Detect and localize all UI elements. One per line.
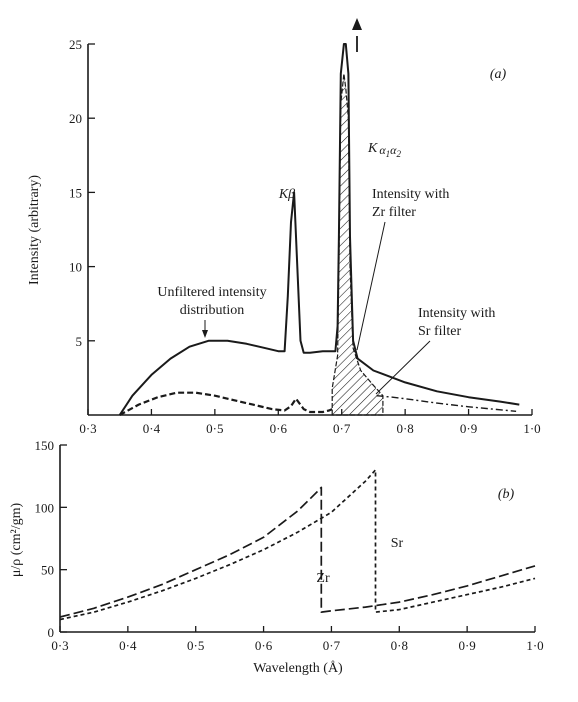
panel-b-x-tick-label: 0·5 xyxy=(187,638,204,653)
panel-b-x-tick-label: 0·4 xyxy=(119,638,137,653)
panel-b-x-tick-label: 1·0 xyxy=(526,638,543,653)
panel-a-y-tick-label: 20 xyxy=(69,111,82,126)
panel-a-x-tick-label: 0·4 xyxy=(143,421,161,436)
panel-b-x-tick-label: 0·8 xyxy=(391,638,408,653)
panel-a-label: (a) xyxy=(490,67,507,82)
panel-b-y-tick-label: 50 xyxy=(41,563,54,578)
panel-b-x-axis-title: Wavelength (Å) xyxy=(253,660,343,676)
panel-a-series-dash-dot-line xyxy=(376,395,517,412)
panel-a: 0·3 0·4 0·5 0·6 0·7 0·8 0·9 1·0 5 10 15 20 25 Inten… xyxy=(27,18,541,436)
panel-b-y-tick-label: 0 xyxy=(48,625,55,640)
panel-a-x-tick-label: 0·3 xyxy=(79,421,96,436)
panel-b-x-tick-label: 0·3 xyxy=(51,638,68,653)
panel-b: 0·3 0·4 0·5 0·6 0·7 0·8 0·9 1·0 0 50 100 150 μ/ρ (… xyxy=(9,438,544,676)
panel-a-y-tick-label: 15 xyxy=(69,185,82,200)
panel-b-series-sr-line xyxy=(59,469,536,621)
panel-a-y-axis-title: Intensity (arbitrary) xyxy=(27,175,42,285)
zr-filter-label-line-1: Intensity with xyxy=(372,187,449,202)
kbeta-label: Kβ xyxy=(278,187,295,202)
panel-a-x-ticks: 0·3 0·4 0·5 0·6 0·7 0·8 0·9 1·0 xyxy=(79,409,541,436)
panel-a-series-solid-line xyxy=(118,43,520,416)
unfiltered-label-line-1: Unfiltered intensity xyxy=(157,285,266,300)
unfiltered-label-line-2: distribution xyxy=(180,303,245,318)
panel-a-axes xyxy=(87,44,532,416)
panel-b-y-ticks: 0 50 100 150 xyxy=(35,438,67,640)
unfiltered-annotation: Unfiltered intensity distribution xyxy=(157,285,267,338)
up-arrow-icon xyxy=(352,18,362,52)
panel-a-y-tick-label: 5 xyxy=(76,334,83,349)
zr-filter-annotation: Intensity with Zr filter xyxy=(356,187,449,351)
panel-a-x-tick-label: 0·9 xyxy=(460,421,477,436)
panel-a-x-tick-label: 0·6 xyxy=(270,421,288,436)
panel-b-x-ticks: 0·3 0·4 0·5 0·6 0·7 0·8 0·9 1·0 xyxy=(51,626,544,653)
zr-filter-label-line-2: Zr filter xyxy=(372,205,416,220)
sr-filter-label-line-2: Sr filter xyxy=(418,324,461,339)
panel-a-x-tick-label: 0·7 xyxy=(333,421,351,436)
sr-filter-annotation: Intensity with Sr filter xyxy=(375,306,495,395)
panel-a-x-tick-label: 1·0 xyxy=(523,421,540,436)
panel-b-x-tick-label: 0·6 xyxy=(255,638,273,653)
panel-a-series xyxy=(118,43,520,416)
zr-curve-label: Zr xyxy=(316,571,330,586)
panel-a-y-ticks: 5 10 15 20 25 xyxy=(69,37,95,349)
panel-b-x-tick-label: 0·9 xyxy=(458,638,475,653)
sr-curve-label: Sr xyxy=(391,536,404,551)
panel-b-series-zr-line xyxy=(59,486,536,618)
panel-a-x-tick-label: 0·5 xyxy=(206,421,223,436)
panel-b-axes xyxy=(59,445,535,633)
panel-b-y-axis-title: μ/ρ (cm²/gm) xyxy=(9,503,24,578)
panel-a-y-tick-label: 10 xyxy=(69,260,82,275)
panel-b-y-tick-label: 150 xyxy=(35,438,55,453)
panel-b-y-tick-label: 100 xyxy=(35,500,55,515)
panel-a-x-tick-label: 0·8 xyxy=(396,421,413,436)
panel-b-label: (b) xyxy=(498,487,515,502)
panel-b-x-tick-label: 0·7 xyxy=(323,638,341,653)
panel-b-series xyxy=(59,469,536,621)
sr-filter-label-line-1: Intensity with xyxy=(418,306,495,321)
panel-a-y-tick-label: 25 xyxy=(69,37,82,52)
